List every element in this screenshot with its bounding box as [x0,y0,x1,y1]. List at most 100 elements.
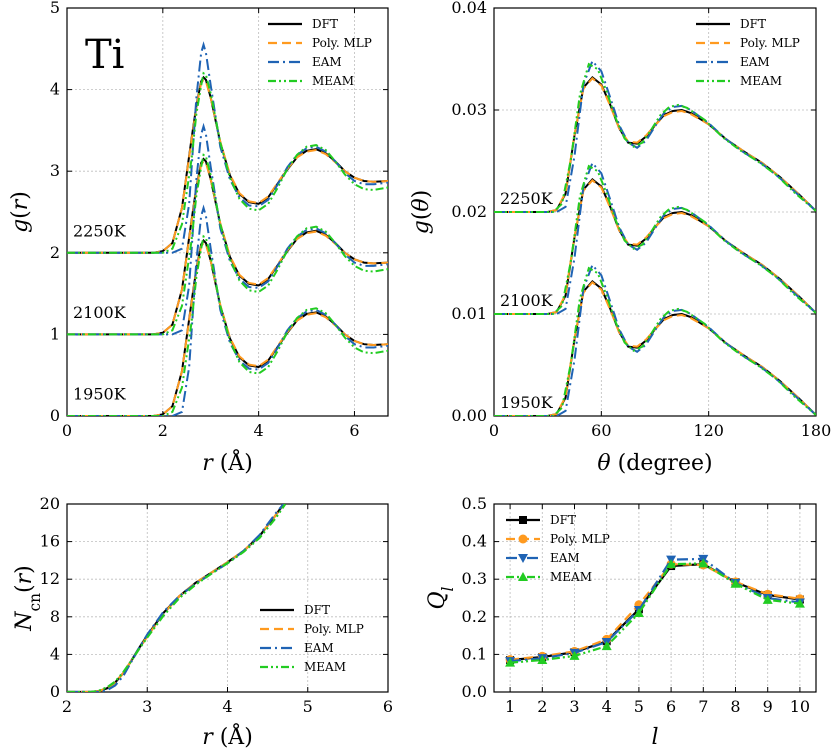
x-tick-label: 2 [158,421,168,440]
y-tick-label: 0.02 [451,202,487,221]
legend-label: Poly. MLP [550,532,610,546]
series-line-meam [67,153,388,336]
series-line-eam [67,41,388,254]
x-tick-label: 1 [505,697,515,716]
series-group [67,504,287,692]
legend-label: MEAM [740,74,782,88]
y-tick-label: 0 [50,682,60,701]
legend-marker [518,554,528,563]
y-tick-label: 4 [50,644,60,663]
y-tick-label: 3 [50,161,60,180]
legend-marker [518,534,528,544]
series-group [67,41,388,416]
chart-ql: 1 2 3 4 5 6 7 8 9 10 0.0 0.1 0.2 0.3 0.4 0.5 DFT Poly. ML… [425,494,817,750]
temperature-label: 2100K [73,303,127,322]
y-axis-label: g(r) [8,191,33,233]
x-tick-label: 5 [634,697,644,716]
series-line-meam [510,562,801,664]
x-tick-label: 2 [537,697,547,716]
y-tick-label: 0.1 [462,644,487,663]
x-tick-label: 3 [569,697,579,716]
data-point [698,558,709,568]
series-line-polymlp [67,504,285,692]
series-line-meam [67,234,388,416]
y-tick-label: 1 [50,324,60,343]
y-tick-label: 0.01 [451,304,487,323]
data-point [601,641,612,651]
x-tick-label: 2 [62,697,72,716]
legend: DFT Poly. MLP EAM MEAM [696,17,800,88]
x-tick-label: 9 [763,697,773,716]
series-line-meam [67,71,388,254]
legend-marker [518,572,528,581]
x-tick-label: 7 [698,697,708,716]
y-tick-label: 0.4 [462,532,487,551]
series-line-eam [67,122,388,336]
legend-label: MEAM [550,570,592,584]
y-tick-label: 0.0 [462,682,487,701]
series-line-eam [509,557,801,663]
y-tick-label: 2 [50,243,60,262]
series-line-eam [67,504,285,692]
series-line-meam [494,62,816,213]
chart-title: Ti [85,32,124,78]
legend-label: Poly. MLP [304,622,364,636]
y-tick-label: 8 [50,607,60,626]
y-axis-label: Ncn(r) [12,565,44,632]
temperature-label: 2100K [500,291,554,310]
series-line-dft [67,504,285,692]
x-tick-label: 60 [591,421,611,440]
y-tick-label: 0.2 [462,607,487,626]
y-tick-label: 0.00 [451,406,487,425]
series-line-meam [494,266,816,416]
y-tick-label: 0 [50,406,60,425]
series-line-eam [494,263,816,416]
y-axis-label: Ql [425,586,457,609]
legend: DFT Poly. MLP EAM MEAM [506,513,610,584]
x-axis-label: l [651,725,658,750]
plot-frame [66,7,389,417]
plot-frame [493,503,817,693]
series-line-polymlp [494,179,816,315]
x-tick-label: 120 [693,421,724,440]
y-tick-label: 20 [40,494,60,513]
legend-label: EAM [740,55,770,69]
legend-label: DFT [304,603,330,617]
legend-label: MEAM [312,74,354,88]
y-axis-label: g(θ) [409,190,434,235]
x-tick-label: 6 [383,697,393,716]
legend-label: DFT [740,17,766,31]
data-point [633,608,644,618]
data-point [537,655,548,665]
y-tick-label: 0.04 [451,0,487,17]
legend: DFT Poly. MLP EAM MEAM [260,603,364,674]
x-tick-label: 0 [62,421,72,440]
x-axis-label: r (Å) [202,722,253,750]
legend-marker [519,516,527,524]
y-tick-label: 0.3 [462,569,487,588]
legend-label: EAM [550,551,580,565]
series-group [505,554,805,667]
data-point [505,657,516,667]
x-tick-label: 10 [790,697,810,716]
x-tick-label: 6 [666,697,676,716]
x-tick-label: 3 [142,697,152,716]
chart-gtheta: 0 60 120 180 0.00 0.01 0.02 0.03 0.04 2250K 2100K 1… [409,0,831,476]
legend-label: EAM [304,641,334,655]
data-point [569,650,580,660]
series-line-eam [67,204,388,416]
x-axis-label: r (Å) [202,448,253,476]
series-line-meam [494,164,816,315]
x-axis-label: θ (degree) [597,451,712,476]
y-tick-label: 0.5 [462,494,487,513]
series-line-polymlp [494,77,816,213]
series-line-eam [494,59,816,213]
legend: DFT Poly. MLP EAM MEAM [268,17,372,88]
data-point [730,578,741,588]
series-line-polymlp [494,281,816,416]
y-tick-label: 0.03 [451,100,487,119]
y-tick-label: 12 [40,569,60,588]
legend-label: DFT [550,513,576,527]
y-tick-label: 5 [50,0,60,17]
